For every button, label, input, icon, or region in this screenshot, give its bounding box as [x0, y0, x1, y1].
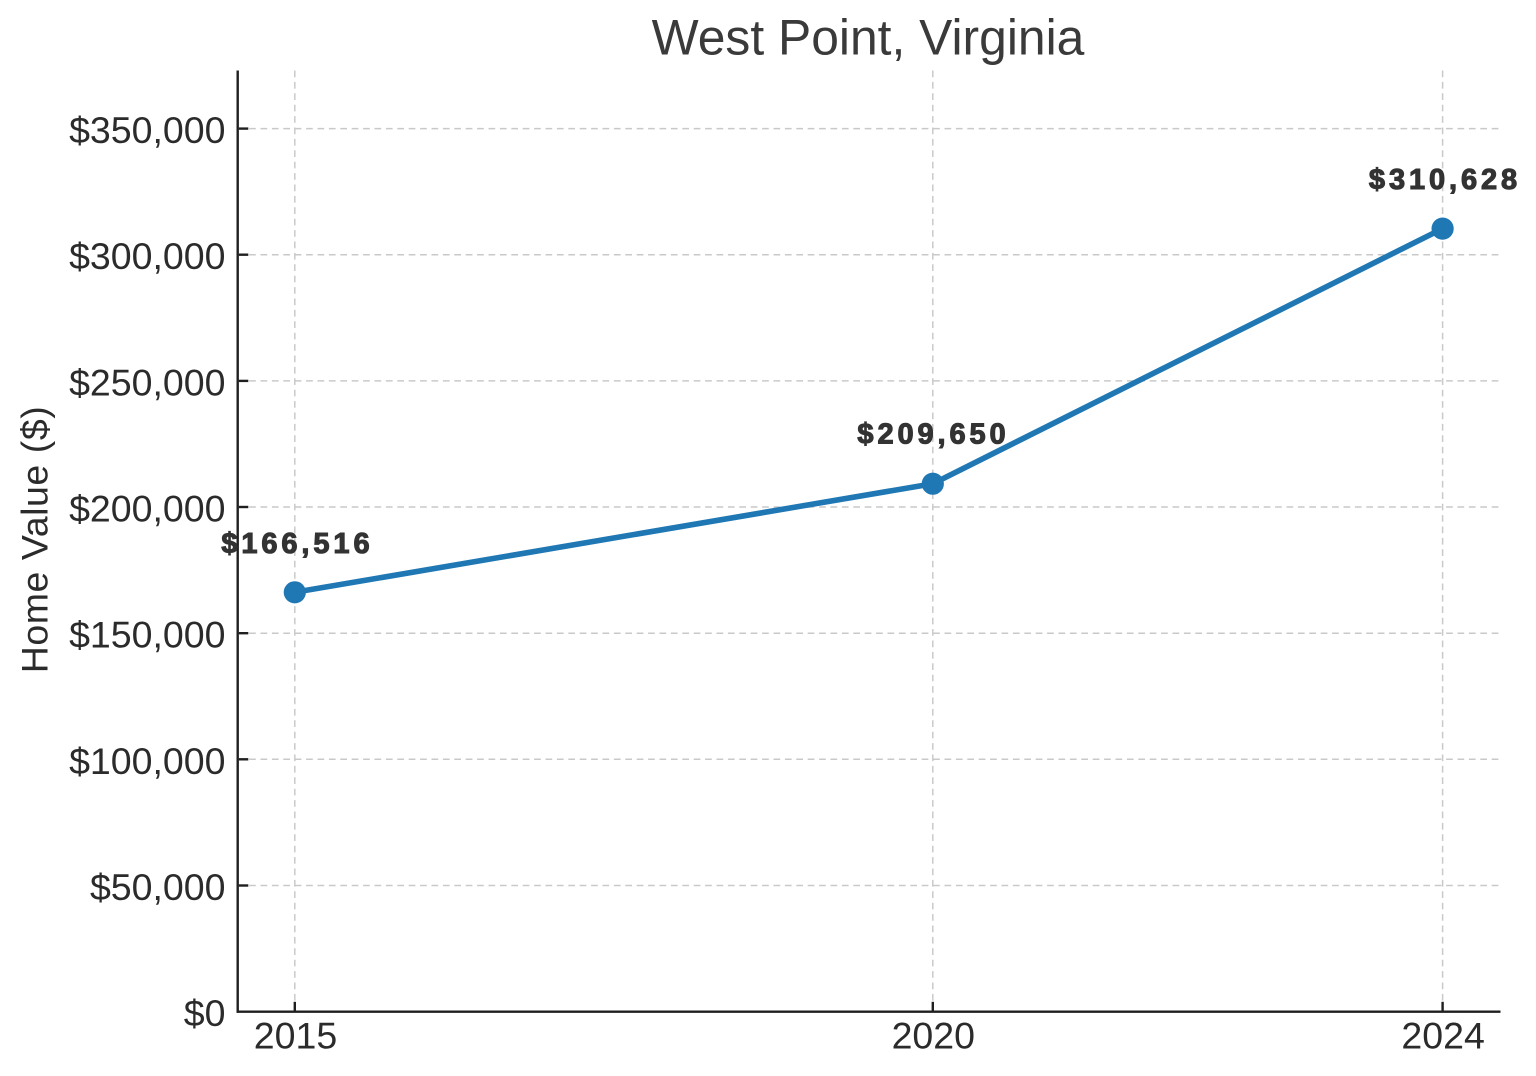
svg-text:West Point, Virginia: West Point, Virginia: [652, 10, 1085, 66]
svg-text:$350,000: $350,000: [69, 109, 225, 151]
svg-text:$250,000: $250,000: [69, 361, 225, 403]
svg-text:$209,650: $209,650: [857, 418, 1009, 450]
svg-text:2020: 2020: [892, 1015, 975, 1057]
svg-text:$150,000: $150,000: [69, 614, 225, 656]
svg-text:2024: 2024: [1401, 1015, 1484, 1057]
svg-text:$300,000: $300,000: [69, 235, 225, 277]
svg-text:2015: 2015: [254, 1015, 337, 1057]
svg-text:Home Value ($): Home Value ($): [14, 406, 56, 674]
svg-text:$200,000: $200,000: [69, 488, 225, 530]
svg-text:$166,516: $166,516: [221, 528, 373, 560]
svg-text:$100,000: $100,000: [69, 740, 225, 782]
svg-text:$0: $0: [184, 992, 226, 1034]
svg-text:$310,628: $310,628: [1369, 164, 1521, 196]
svg-text:$50,000: $50,000: [90, 866, 226, 908]
